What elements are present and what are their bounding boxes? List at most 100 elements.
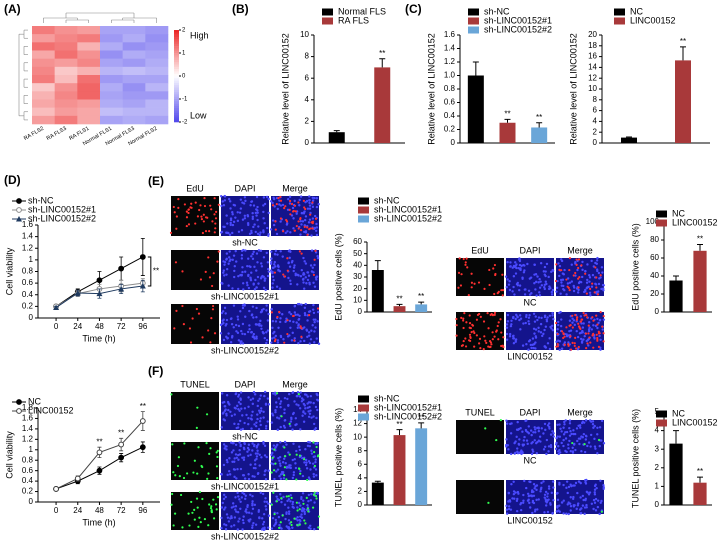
nucleus: [266, 329, 270, 332]
nucleus: [228, 250, 231, 253]
row-label: LINC00152: [507, 515, 553, 525]
heatmap-cell: [32, 26, 55, 35]
nucleus: [227, 520, 231, 523]
x-tick-label: 72: [117, 322, 126, 331]
stained-cell: [211, 220, 214, 223]
nucleus: [602, 287, 605, 290]
nucleus: [230, 506, 234, 509]
y-tick-label: 4: [358, 473, 363, 482]
nucleus: [222, 269, 226, 272]
nucleus: [315, 275, 319, 278]
nucleus: [577, 480, 581, 483]
nucleus: [254, 278, 257, 282]
stained-cell: [273, 339, 277, 343]
nucleus: [595, 486, 598, 490]
nucleus: [560, 258, 563, 261]
y-axis-label: EdU positive cells (%): [630, 223, 640, 311]
nucleus: [512, 490, 516, 493]
nucleus: [280, 500, 283, 504]
nucleus: [234, 508, 237, 511]
y-tick-label: 0.6: [22, 466, 34, 475]
nucleus: [576, 291, 580, 294]
heatmap-cell: [32, 42, 55, 51]
nucleus: [542, 432, 545, 435]
y-tick-label: 0.2: [22, 301, 34, 310]
nucleus: [308, 444, 312, 448]
nucleus: [578, 508, 582, 511]
nucleus: [274, 320, 278, 323]
nucleus: [589, 294, 592, 297]
nucleus: [570, 280, 574, 283]
nucleus: [243, 332, 247, 336]
stained-cell: [194, 222, 197, 225]
nucleus: [304, 200, 307, 204]
nucleus: [225, 267, 229, 271]
nucleus: [278, 459, 281, 462]
stained-cell: [597, 345, 601, 348]
nucleus: [288, 202, 292, 205]
nucleus: [220, 516, 223, 520]
nucleus: [303, 412, 307, 415]
nucleus: [523, 264, 526, 267]
heatmap-cell: [54, 34, 78, 43]
heatmap-cell: [145, 91, 169, 100]
nucleus: [586, 444, 589, 448]
nucleus: [533, 320, 537, 323]
nucleus: [598, 444, 601, 448]
stained-cell: [300, 327, 303, 330]
stained-cell: [217, 203, 220, 206]
nucleus: [251, 524, 254, 527]
nucleus: [232, 468, 236, 471]
stained-cell: [595, 333, 598, 336]
nucleus: [270, 453, 273, 456]
nucleus: [316, 442, 319, 445]
nucleus: [233, 406, 237, 410]
nucleus: [562, 426, 565, 429]
nucleus: [569, 509, 572, 512]
nucleus: [545, 452, 548, 456]
nucleus: [558, 348, 561, 352]
nucleus: [259, 394, 262, 397]
nucleus: [274, 410, 277, 414]
error-bar: [697, 244, 703, 251]
y-tick-label: 100: [646, 217, 660, 226]
nucleus: [552, 432, 555, 435]
nucleus: [569, 449, 572, 453]
nucleus: [271, 282, 274, 285]
heatmap-cell: [100, 91, 123, 100]
nucleus: [297, 341, 300, 345]
bar: [328, 132, 345, 143]
y-tick-label: 1.4: [22, 232, 34, 241]
nucleus: [264, 505, 267, 508]
nucleus: [505, 422, 509, 425]
legend-swatch: [358, 197, 369, 205]
nucleus: [275, 401, 278, 404]
stained-cell: [288, 453, 291, 456]
nucleus: [310, 249, 314, 252]
stained-cell: [594, 266, 597, 269]
nucleus: [311, 205, 315, 209]
nucleus: [247, 511, 251, 514]
nucleus: [566, 503, 569, 506]
nucleus: [286, 197, 290, 201]
y-tick-label: 1.6: [444, 30, 456, 39]
stained-cell: [479, 315, 482, 318]
nucleus: [227, 262, 230, 265]
nucleus: [264, 403, 268, 406]
stained-cell: [577, 286, 580, 289]
nucleus: [568, 319, 572, 322]
nucleus: [601, 271, 604, 274]
nucleus: [291, 458, 294, 462]
nucleus: [298, 198, 301, 202]
nucleus: [581, 268, 584, 272]
nucleus: [526, 442, 529, 446]
nucleus: [555, 437, 558, 440]
nucleus: [260, 456, 263, 459]
nucleus: [514, 440, 517, 443]
nucleus: [584, 438, 588, 441]
nucleus: [276, 265, 280, 268]
stained-cell: [289, 199, 292, 203]
stained-cell: [482, 348, 485, 351]
stained-cell: [281, 514, 284, 517]
nucleus: [520, 449, 523, 452]
